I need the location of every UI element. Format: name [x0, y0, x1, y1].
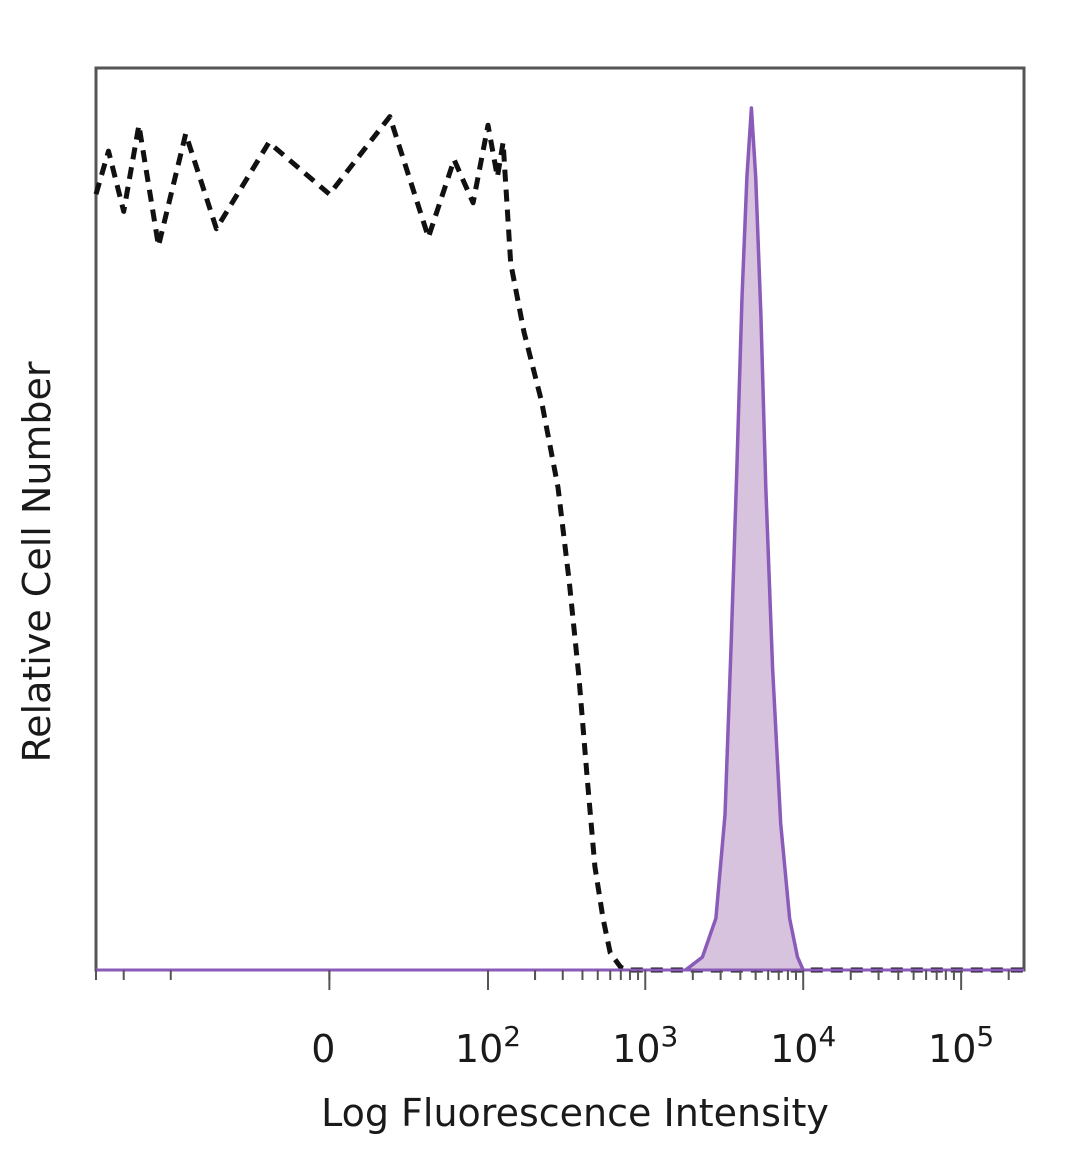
x-tick-label: 102	[455, 1020, 521, 1071]
x-tick-label: 104	[770, 1020, 836, 1071]
x-tick-label: 0	[311, 1027, 335, 1071]
x-tick-label: 105	[928, 1020, 994, 1071]
x-tick-label: 103	[612, 1020, 678, 1071]
series-layer	[93, 106, 1024, 973]
x-axis-ticks	[95, 970, 1010, 990]
x-axis-label: Log Fluorescence Intensity	[321, 1091, 829, 1135]
series-stained-fill	[685, 108, 804, 970]
series-control-line	[93, 114, 1024, 973]
plot-frame	[94, 66, 1026, 972]
x-tick-labels: 0 102 103 104 105	[311, 1020, 994, 1071]
series-stained-line	[684, 106, 805, 972]
y-axis-label: Relative Cell Number	[15, 361, 59, 762]
